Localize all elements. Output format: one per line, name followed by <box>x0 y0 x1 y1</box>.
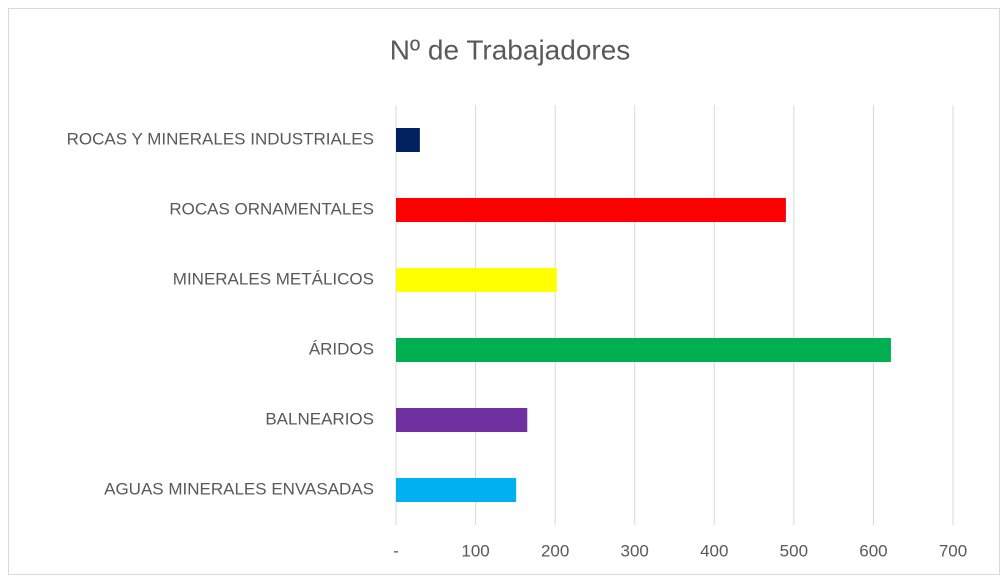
bar <box>396 338 891 362</box>
x-tick-label: 200 <box>541 541 569 560</box>
y-tick-label: ÁRIDOS <box>309 339 374 358</box>
x-tick-label: 700 <box>939 541 967 560</box>
bar <box>396 268 557 292</box>
x-tick-label: 600 <box>859 541 887 560</box>
x-tick-label: 100 <box>461 541 489 560</box>
y-tick-label: BALNEARIOS <box>265 409 374 428</box>
x-tick-label: 300 <box>621 541 649 560</box>
y-tick-label: AGUAS MINERALES ENVASADAS <box>104 479 374 498</box>
x-tick-label: 400 <box>700 541 728 560</box>
y-tick-label: MINERALES METÁLICOS <box>173 269 374 288</box>
chart-title: Nº de Trabajadores <box>390 34 631 65</box>
x-tick-label: 500 <box>780 541 808 560</box>
bar <box>396 408 528 432</box>
bar <box>396 478 517 502</box>
bar <box>396 198 786 222</box>
y-tick-label: ROCAS Y MINERALES INDUSTRIALES <box>67 129 374 148</box>
y-tick-label: ROCAS ORNAMENTALES <box>169 199 374 218</box>
bar <box>396 128 420 152</box>
x-tick-label: - <box>393 541 399 560</box>
